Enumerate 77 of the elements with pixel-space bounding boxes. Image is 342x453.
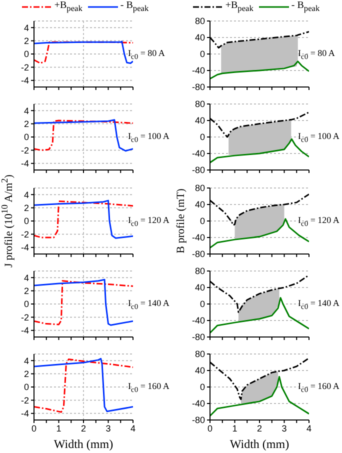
y-tick-label: -80: [192, 165, 205, 176]
y-tick-label: -80: [192, 248, 205, 259]
y-tick-label: -2: [20, 312, 29, 322]
x-tick-label: 2: [256, 423, 262, 434]
y-tick-label: -2: [20, 395, 29, 406]
x-tick-label: 0: [207, 423, 213, 434]
y-tick-label: -80: [192, 82, 205, 92]
y-tick-label: 40: [194, 199, 205, 210]
x-tick-label: 3: [282, 423, 287, 434]
y-tick-label: -2: [20, 228, 29, 239]
y-axis-title: B profile (mT): [175, 188, 187, 253]
y-tick-label: 40: [194, 32, 205, 43]
x-tick-label: 0: [31, 423, 37, 434]
y-tick-label: 80: [194, 349, 205, 360]
y-tick-label: 0: [24, 49, 29, 60]
y-tick-label: 80: [194, 99, 205, 110]
y-tick-label: 40: [194, 116, 205, 126]
y-tick-label: 0: [200, 382, 205, 392]
legend-label: +B$_{peak}$: [225, 0, 254, 13]
y-tick-label: -2: [20, 146, 29, 156]
y-tick-label: -40: [192, 398, 205, 409]
y-tick-label: 4: [24, 189, 29, 200]
y-tick-label: 0: [24, 298, 29, 309]
y-tick-label: 40: [194, 366, 205, 376]
y-tick-label: 4: [24, 272, 29, 283]
y-tick-label: 4: [24, 356, 29, 366]
legend-label: - B$_{peak}$: [291, 0, 320, 13]
x-tick-label: 1: [232, 423, 238, 434]
legend-label: - B$_{peak}$: [120, 0, 149, 13]
y-tick-label: 4: [24, 22, 29, 33]
y-tick-label: 0: [24, 216, 29, 226]
annotation: I$_{c0}$ = 100 A: [128, 131, 170, 144]
annotation: I$_{c0}$ = 140 A: [298, 298, 340, 311]
y-tick-label: 40: [194, 282, 205, 292]
legend-label: +B$_{peak}$: [54, 0, 82, 13]
y-tick-label: 0: [200, 216, 205, 226]
y-tick-label: -4: [20, 76, 29, 86]
y-tick-label: -80: [192, 415, 205, 426]
x-tick-label: 3: [106, 423, 111, 434]
y-tick-label: -80: [192, 332, 205, 342]
y-tick-label: -4: [20, 158, 29, 169]
annotation: I$_{c0}$ = 120 A: [128, 214, 170, 228]
y-tick-label: 80: [194, 182, 205, 193]
annotation: I$_{c0}$ = 80 A: [298, 48, 335, 61]
annotation: I$_{c0}$ = 160 A: [128, 381, 170, 394]
annotation: I$_{c0}$ = 160 A: [298, 381, 340, 394]
y-tick-label: 80: [194, 16, 205, 26]
x-tick-label: 4: [306, 423, 312, 434]
y-tick-label: 0: [200, 132, 205, 142]
y-tick-label: 2: [24, 119, 29, 130]
y-tick-label: 0: [24, 382, 29, 392]
y-tick-label: 2: [24, 368, 29, 379]
x-tick-label: 1: [56, 423, 62, 434]
annotation: I$_{c0}$ = 80 A: [128, 48, 165, 61]
y-tick-label: 0: [24, 132, 29, 142]
y-tick-label: -4: [20, 242, 29, 252]
annotation: I$_{c0}$ = 100 A: [298, 131, 340, 144]
y-tick-label: 4: [24, 106, 29, 116]
y-tick-label: -4: [20, 408, 29, 419]
y-tick-label: 80: [194, 266, 205, 276]
y-tick-label: -40: [192, 66, 205, 76]
y-tick-label: 2: [24, 202, 29, 212]
x-tick-label: 4: [130, 423, 136, 434]
y-tick-label: 2: [24, 286, 29, 296]
y-tick-label: 0: [200, 298, 205, 309]
y-tick-label: -40: [192, 315, 205, 326]
annotation: I$_{c0}$ = 140 A: [128, 298, 170, 311]
x-tick-label: 2: [80, 423, 86, 434]
y-tick-label: 0: [200, 49, 205, 60]
y-tick-label: -2: [20, 62, 29, 72]
y-tick-label: 2: [24, 36, 29, 46]
x-axis-title: Width (mm): [54, 437, 114, 451]
annotation: I$_{c0}$ = 120 A: [298, 214, 340, 228]
y-tick-label: -4: [20, 325, 29, 336]
y-tick-label: -40: [192, 232, 205, 242]
x-axis-title: Width (mm): [230, 437, 290, 451]
y-tick-label: -40: [192, 148, 205, 159]
